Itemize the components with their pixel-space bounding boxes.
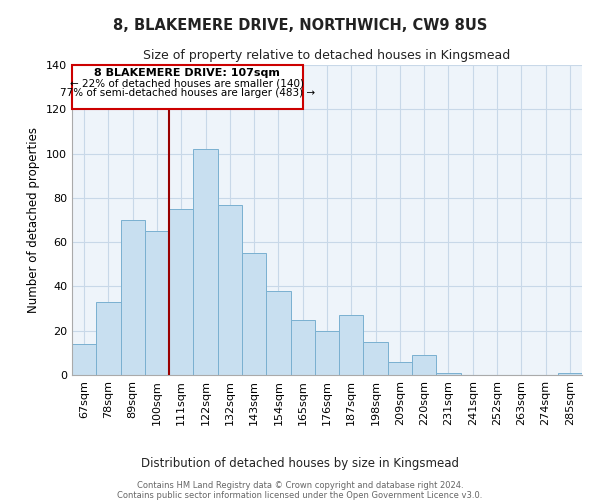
- Text: Distribution of detached houses by size in Kingsmead: Distribution of detached houses by size …: [141, 458, 459, 470]
- Bar: [96, 302, 121, 375]
- Y-axis label: Number of detached properties: Number of detached properties: [28, 127, 40, 313]
- Bar: [145, 231, 169, 375]
- Bar: [412, 355, 436, 375]
- Bar: [121, 220, 145, 375]
- Text: 8 BLAKEMERE DRIVE: 107sqm: 8 BLAKEMERE DRIVE: 107sqm: [94, 68, 280, 78]
- Text: 8, BLAKEMERE DRIVE, NORTHWICH, CW9 8US: 8, BLAKEMERE DRIVE, NORTHWICH, CW9 8US: [113, 18, 487, 32]
- Bar: [169, 209, 193, 375]
- Title: Size of property relative to detached houses in Kingsmead: Size of property relative to detached ho…: [143, 50, 511, 62]
- Bar: [193, 149, 218, 375]
- Bar: [72, 344, 96, 375]
- Text: 77% of semi-detached houses are larger (483) →: 77% of semi-detached houses are larger (…: [60, 88, 315, 98]
- Text: Contains HM Land Registry data © Crown copyright and database right 2024.: Contains HM Land Registry data © Crown c…: [137, 481, 463, 490]
- Bar: [218, 204, 242, 375]
- Bar: [315, 330, 339, 375]
- Bar: [436, 373, 461, 375]
- Text: ← 22% of detached houses are smaller (140): ← 22% of detached houses are smaller (14…: [70, 78, 304, 88]
- Bar: [339, 315, 364, 375]
- FancyBboxPatch shape: [72, 65, 303, 110]
- Bar: [364, 342, 388, 375]
- Text: Contains public sector information licensed under the Open Government Licence v3: Contains public sector information licen…: [118, 491, 482, 500]
- Bar: [290, 320, 315, 375]
- Bar: [266, 291, 290, 375]
- Bar: [388, 362, 412, 375]
- Bar: [242, 253, 266, 375]
- Bar: [558, 373, 582, 375]
